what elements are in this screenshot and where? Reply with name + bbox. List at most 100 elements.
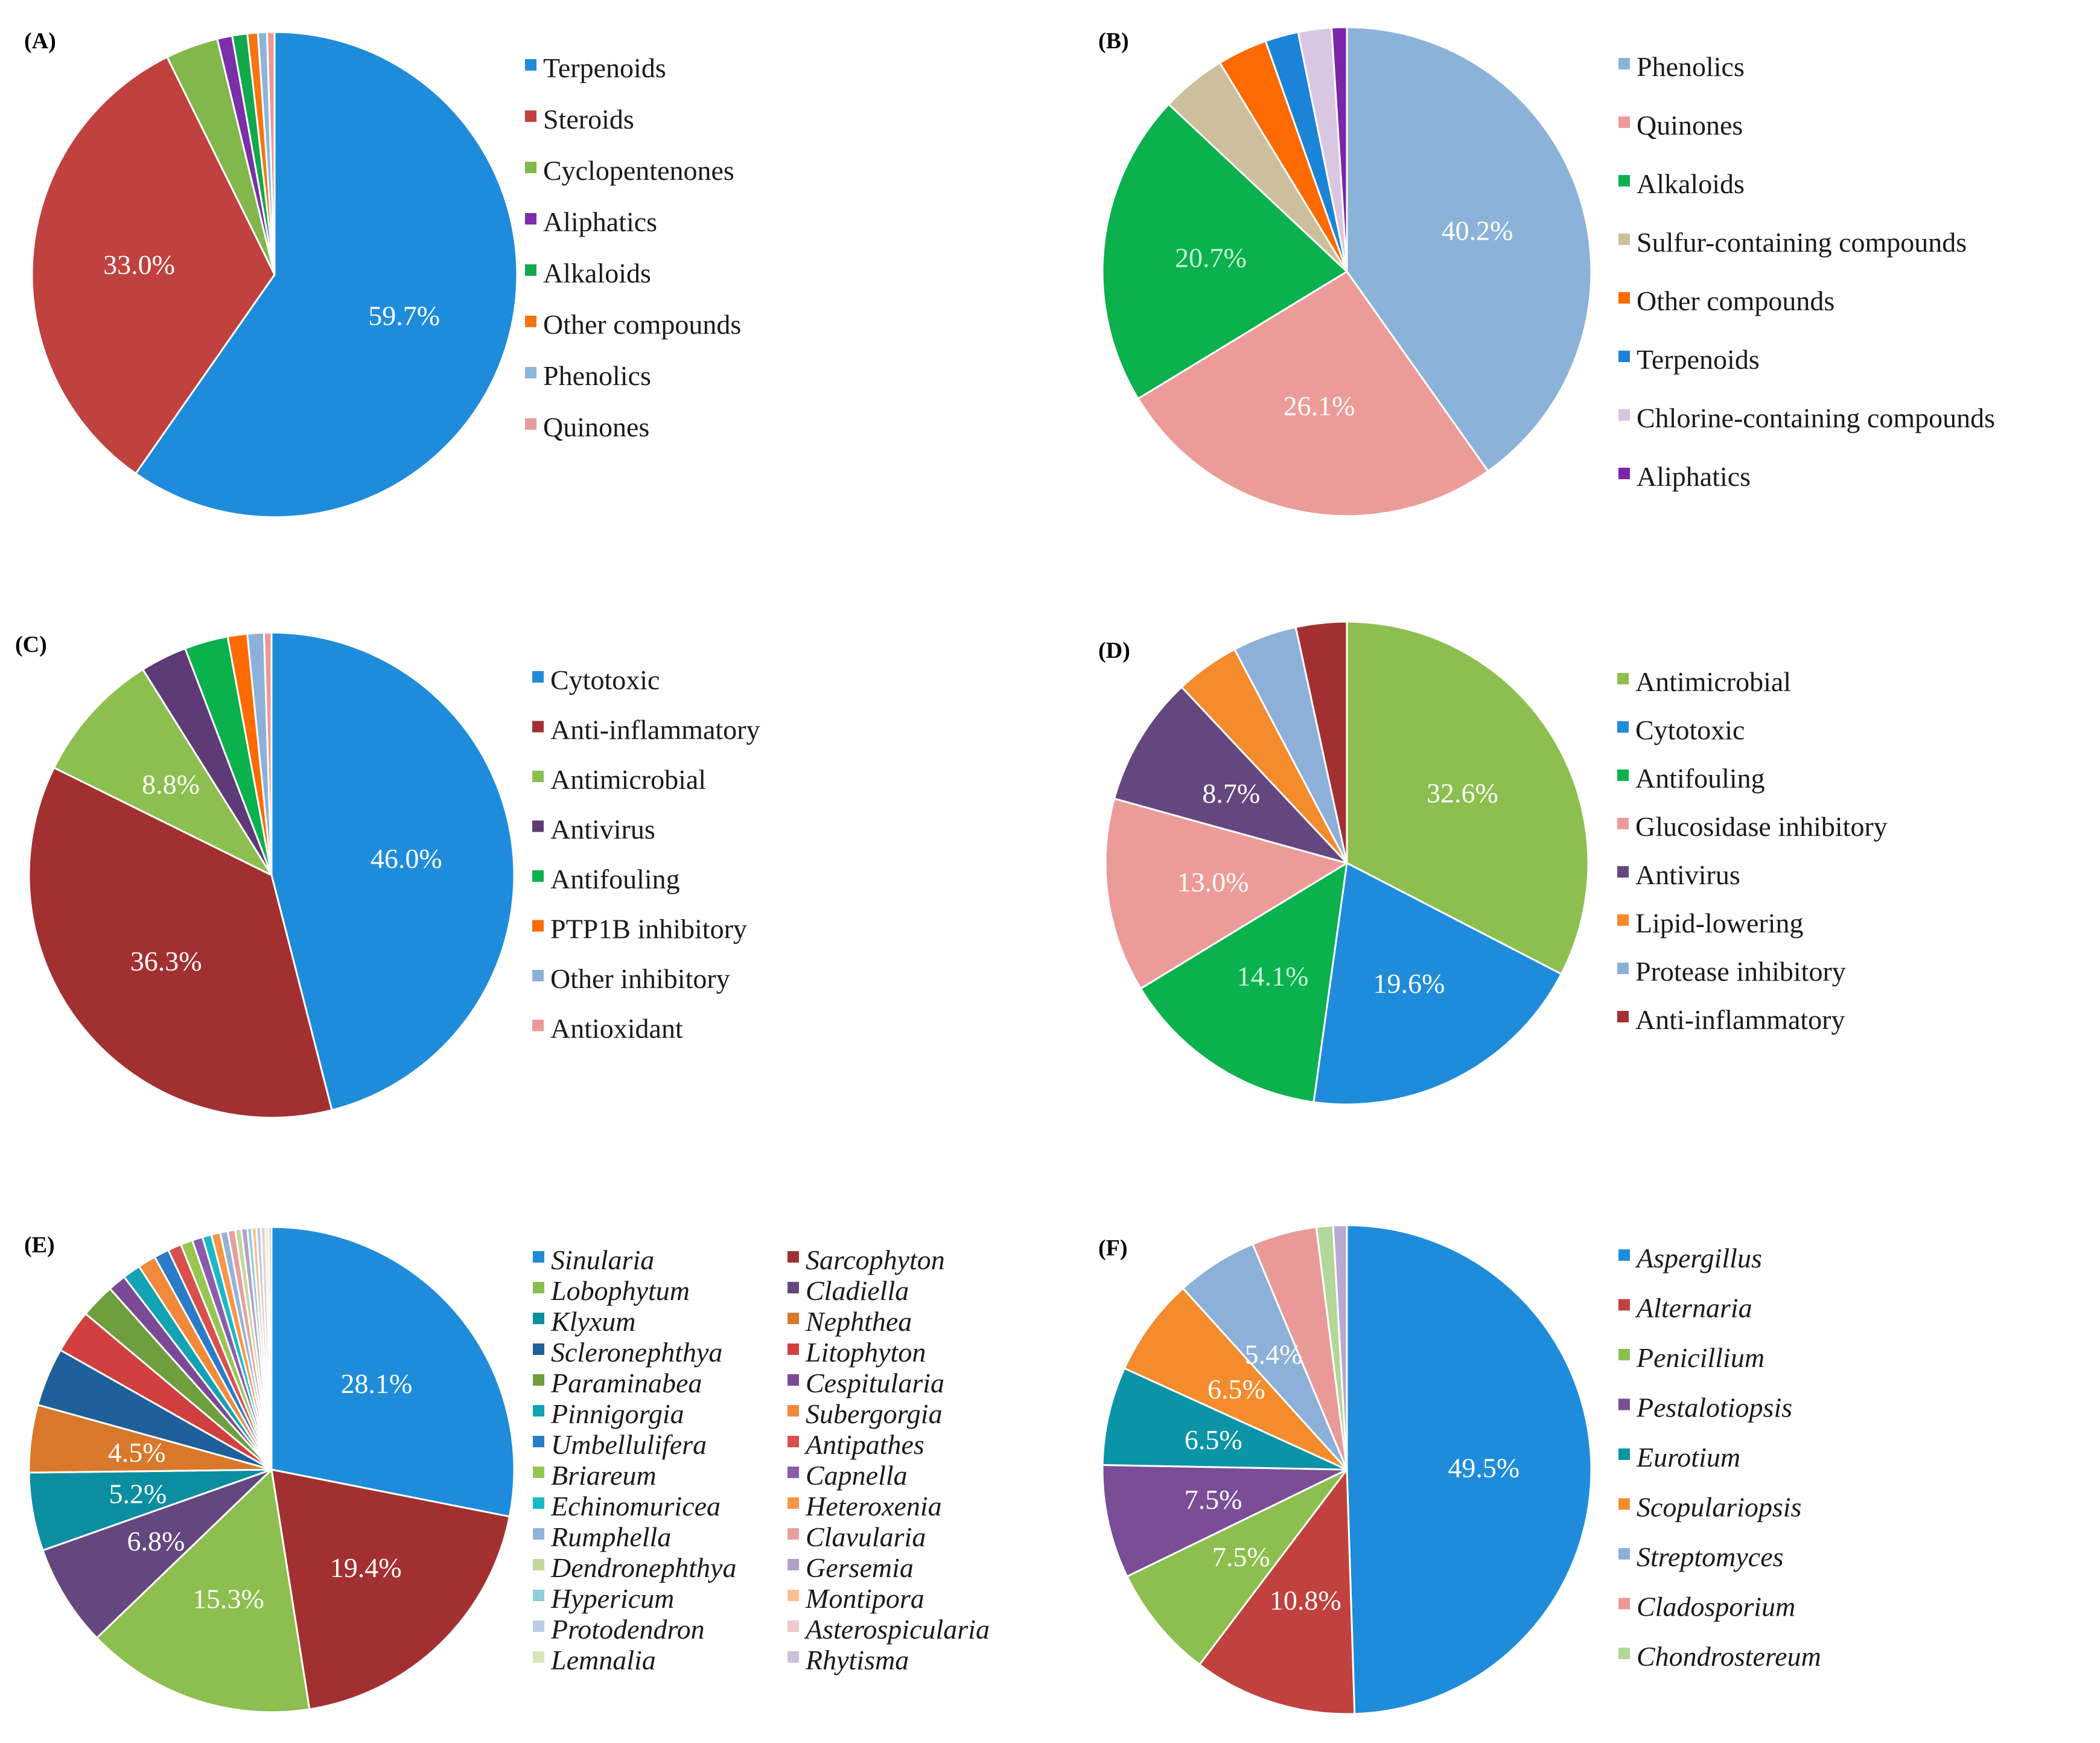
legend-swatch: [1618, 1548, 1630, 1560]
legend-swatch: [1617, 818, 1629, 829]
legend-label: Streptomyces: [1637, 1541, 1784, 1572]
legend-item-klyxum: Klyxum: [533, 1306, 636, 1337]
legend-label: Chlorine-containing compounds: [1637, 403, 1995, 433]
legend-label: Antivirus: [550, 814, 655, 845]
legend-item-antivirus: Antivirus: [532, 814, 655, 845]
pie-slice-eurotium: [1101, 1367, 1348, 1471]
legend-item-lobophytum: Lobophytum: [533, 1275, 690, 1306]
legend-label: Scopulariopsis: [1637, 1492, 1801, 1523]
legend-swatch: [1617, 866, 1629, 878]
data-label-cladiella: 6.8%: [127, 1526, 185, 1557]
legend-item-quinones: Quinones: [1618, 110, 1743, 141]
legend-swatch: [525, 162, 536, 173]
legend-label: Klyxum: [550, 1306, 636, 1337]
legend-item-cespitularia: Cespitularia: [788, 1368, 944, 1398]
panel-d-pie: 32.6% 19.6% 14.1% 13.0% 8.7%: [1104, 620, 1589, 1106]
panel-e-legend: Sinularia Sarcophyton Lobophytum Cladiella K…: [533, 1244, 990, 1675]
pie-slice-terpenoids: [135, 31, 518, 518]
legend-item-antivirus: Antivirus: [1617, 859, 1740, 890]
pie-slice-sinularia: [270, 1226, 515, 1518]
legend-label: Antimicrobial: [1635, 666, 1791, 697]
panel-f-legend: Aspergillus Alternaria Penicillium Pestalot…: [1618, 1243, 1821, 1672]
legend-item-sulfur-containing-compounds: Sulfur-containing compounds: [1618, 227, 1967, 258]
panel-e-pie: 28.1% 19.4% 15.3%6.8% 5.2% 4.5%: [28, 1226, 515, 1713]
legend-swatch: [788, 1374, 799, 1386]
legend-label: Antifouling: [1635, 763, 1765, 794]
legend-swatch: [533, 1559, 544, 1570]
legend-swatch: [532, 771, 544, 782]
legend-label: Quinones: [1637, 110, 1743, 141]
legend-item-briareum: Briareum: [533, 1460, 657, 1491]
legend-swatch: [1618, 175, 1630, 186]
legend-label: Cyclopentenones: [543, 155, 734, 186]
legend-item-lemnalia: Lemnalia: [533, 1645, 656, 1675]
legend-swatch: [533, 1436, 544, 1447]
legend-swatch: [788, 1590, 799, 1601]
legend-swatch: [533, 1651, 544, 1663]
legend-swatch: [1618, 1598, 1630, 1610]
pie-slice-penicillium: [1126, 1468, 1348, 1666]
legend-item-scleronephthya: Scleronephthya: [533, 1337, 722, 1368]
data-label-aspergillus: 49.5%: [1448, 1452, 1519, 1483]
panel-b-legend: Phenolics Quinones Alkaloids Sulfur-contain…: [1618, 51, 1995, 492]
legend-item-rumphella: Rumphella: [533, 1522, 671, 1552]
legend-label: Lobophytum: [550, 1275, 690, 1306]
data-label-eurotium: 6.5%: [1185, 1424, 1242, 1455]
panel-b: (B) 40.2% 26.1% 20.7% Phenolics Quinones Alkal…: [1098, 26, 1995, 517]
legend-item-phenolics: Phenolics: [1618, 51, 1745, 82]
legend-swatch: [532, 671, 544, 683]
legend-swatch: [1617, 721, 1629, 733]
panel-b-label: (B): [1098, 28, 1129, 54]
legend-swatch: [1618, 351, 1630, 362]
legend-item-aliphatics: Aliphatics: [1618, 461, 1751, 492]
legend-swatch: [525, 418, 536, 430]
legend-item-hypericum: Hypericum: [533, 1583, 674, 1614]
legend-item-steroids: Steroids: [525, 104, 634, 135]
data-label-nephthea: 4.5%: [108, 1437, 166, 1468]
panel-c-label: (C): [15, 632, 47, 657]
panel-c-pie: 46.0% 36.3% 8.8%: [28, 631, 515, 1119]
legend-label: Briareum: [551, 1460, 657, 1491]
panel-a: (A) 59.7% 33.0% Terpenoids Steroids Cyclopent…: [24, 28, 741, 518]
legend-item-nephthea: Nephthea: [788, 1306, 912, 1337]
data-label-anti-inflammatory: 36.3%: [130, 946, 202, 977]
legend-label: Other compounds: [543, 309, 741, 340]
legend-label: Cladosporium: [1637, 1592, 1795, 1622]
legend-label: Hypericum: [550, 1583, 674, 1614]
data-label-glucosidase-inhibitory: 13.0%: [1177, 867, 1249, 897]
legend-swatch: [788, 1497, 799, 1509]
legend-item-antimicrobial: Antimicrobial: [1617, 666, 1791, 697]
pie-slice-aliphatics: [1331, 26, 1348, 273]
legend-label: Echinomuricea: [550, 1491, 721, 1522]
legend-item-cladosporium: Cladosporium: [1618, 1592, 1795, 1622]
legend-label: Anti-inflammatory: [1635, 1004, 1845, 1035]
pie-slice-cytotoxic: [1312, 862, 1562, 1106]
legend-item-paraminabea: Paraminabea: [533, 1368, 702, 1398]
legend-label: Aspergillus: [1635, 1243, 1762, 1273]
legend-label: Terpenoids: [1637, 344, 1760, 375]
data-label-phenolics: 40.2%: [1442, 215, 1513, 246]
data-label-alternaria: 10.8%: [1270, 1585, 1341, 1616]
data-label-antifouling: 14.1%: [1237, 961, 1309, 992]
legend-swatch: [788, 1251, 799, 1263]
legend-item-rhytisma: Rhytisma: [788, 1645, 909, 1675]
legend-item-cladiella: Cladiella: [788, 1275, 909, 1306]
legend-swatch: [788, 1282, 799, 1293]
legend-label: Lipid-lowering: [1635, 908, 1804, 938]
pie-slice-pestalotiopsis: [1101, 1464, 1348, 1578]
legend-item-dendronephthya: Dendronephthya: [533, 1552, 736, 1583]
legend-label: Asterospicularia: [804, 1614, 990, 1645]
legend-item-capnella: Capnella: [788, 1460, 908, 1491]
legend-label: Capnella: [806, 1460, 908, 1491]
legend-label: Chondrostereum: [1637, 1641, 1821, 1672]
pie-slice-antimicrobial: [1346, 620, 1589, 975]
pie-slice-alkaloids: [1101, 103, 1348, 400]
legend-item-other-compounds: Other compounds: [525, 309, 741, 340]
pie-slice-quinones: [1137, 270, 1489, 517]
legend-swatch: [532, 920, 544, 932]
legend-label: Umbellulifera: [551, 1429, 707, 1460]
data-label-klyxum: 5.2%: [109, 1478, 167, 1509]
legend-item-ptp1b-inhibitory: PTP1B inhibitory: [532, 914, 747, 945]
legend-item-antifouling: Antifouling: [1617, 763, 1765, 794]
